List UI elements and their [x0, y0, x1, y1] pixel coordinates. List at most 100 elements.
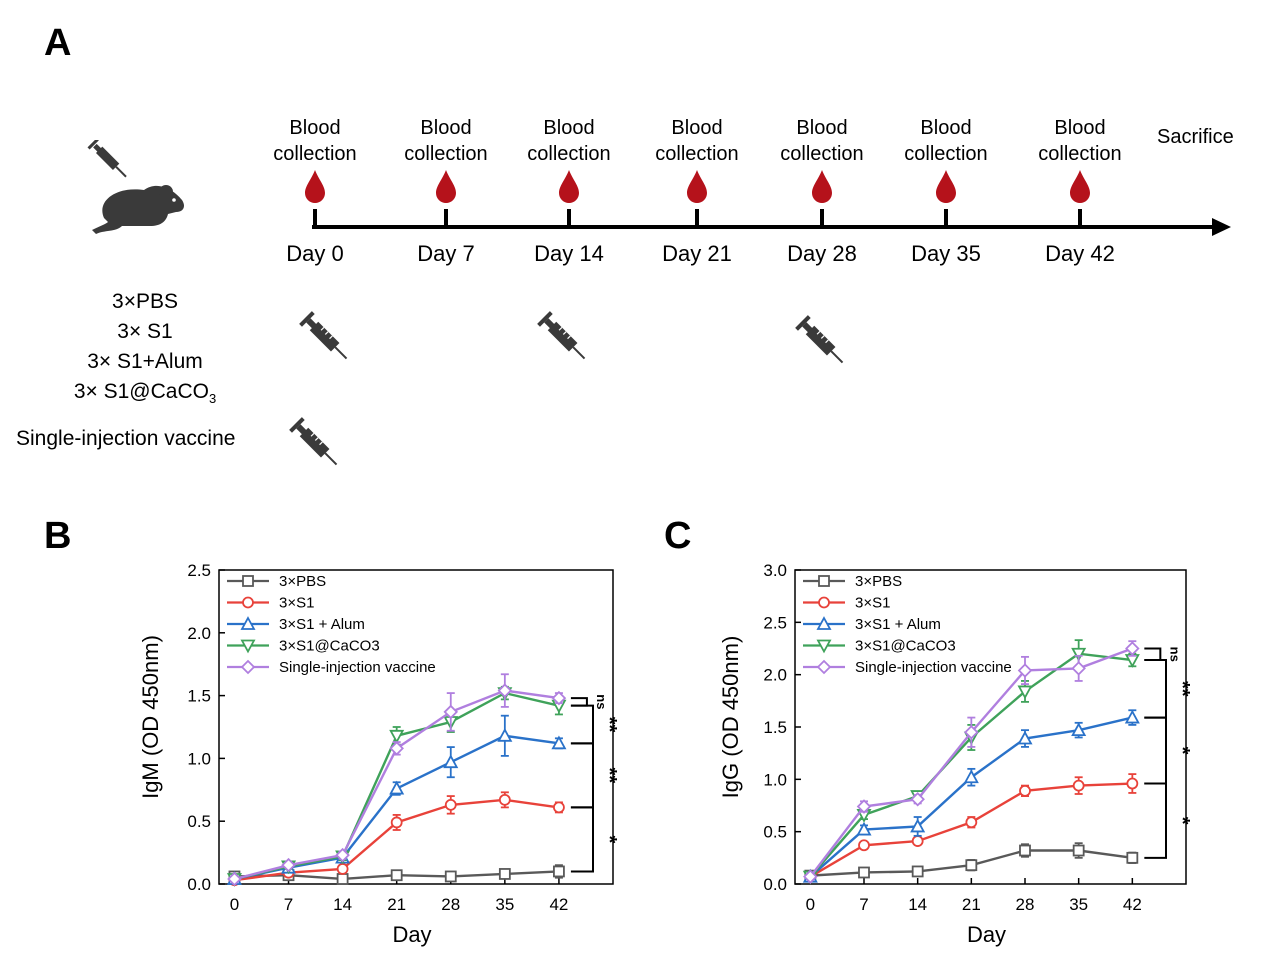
sacrifice-label: Sacrifice [1157, 126, 1234, 148]
significance-label: * [1171, 747, 1193, 755]
data-point [803, 869, 818, 884]
syringe-icon [289, 417, 338, 466]
data-point [551, 690, 567, 706]
legend-marker [816, 639, 832, 654]
data-point [1071, 647, 1087, 662]
legend-label: 3×PBS [279, 573, 326, 590]
data-point [335, 847, 350, 863]
significance-label: ** [598, 768, 620, 784]
data-point [498, 793, 511, 806]
panel-label-a: A [44, 22, 72, 64]
blood-drop-icon [812, 170, 832, 203]
blood-collection-label: Blood collection [527, 117, 611, 165]
x-tick-label: 42 [1123, 895, 1142, 914]
legend-label: Single-injection vaccine [279, 659, 436, 676]
x-tick-label: 0 [230, 895, 239, 914]
x-tick-label: 21 [387, 895, 406, 914]
data-point [856, 821, 872, 836]
data-point [1072, 844, 1085, 857]
bracket-line [570, 704, 594, 745]
legend-marker [240, 616, 256, 630]
series-line [234, 734, 560, 881]
panel-label-c: C [664, 515, 692, 557]
blood-collection-label: Blood collection [655, 117, 739, 165]
bracket-line [1144, 782, 1167, 859]
series-line [809, 647, 1133, 878]
timeline-arrowhead [1212, 218, 1231, 236]
series-4: Single-injection vaccine [227, 659, 567, 887]
day-label: Day 42 [1045, 241, 1115, 266]
x-tick-label: 14 [908, 895, 927, 914]
data-point [389, 780, 405, 795]
legend-label: 3×S1 [279, 595, 314, 612]
data-point [910, 818, 926, 833]
data-point [444, 798, 457, 811]
blood-collection-label: Blood collection [404, 117, 488, 165]
legend-label: 3×PBS [855, 573, 902, 590]
data-point [389, 729, 405, 744]
data-point [858, 866, 870, 879]
data-point [1126, 777, 1139, 790]
y-tick-label: 2.0 [187, 624, 211, 643]
x-tick-label: 35 [1069, 895, 1088, 914]
bracket-line [570, 697, 588, 707]
data-point [1019, 844, 1031, 857]
data-point [1019, 784, 1031, 797]
blood-collection-label: Blood collection [904, 117, 988, 165]
data-point [1071, 722, 1087, 737]
syringe-icon [795, 315, 844, 364]
data-point [551, 735, 567, 750]
blood-drop-icon [559, 170, 579, 203]
data-point [443, 754, 459, 769]
line-chart-b: 0.0 0.5 1.0 1.5 2.0 2.5 0 7 14 21 28 35 42 Day IgM (OD… [138, 561, 620, 947]
data-point [1125, 641, 1140, 656]
syringe-icon [87, 140, 127, 178]
data-point [911, 865, 924, 878]
x-tick-label: 14 [333, 895, 352, 914]
significance-label: ** [1171, 681, 1193, 697]
y-tick-label: 1.0 [763, 770, 787, 789]
data-point [281, 857, 296, 873]
bracket-line [1144, 659, 1167, 719]
data-point [965, 816, 978, 829]
y-axis-label: IgG (OD 450nm) [718, 636, 743, 799]
significance-label: ns [594, 694, 609, 709]
chart-area: 0.0 0.5 1.0 1.5 2.0 2.5 0 7 14 21 28 35 42 Day IgM (OD… [138, 561, 1193, 947]
syringe-icon [299, 311, 348, 360]
blood-drop-icon [687, 170, 707, 203]
data-point [389, 741, 404, 756]
syringe-icon [537, 311, 586, 360]
legend-marker [242, 596, 254, 609]
data-point [1017, 685, 1033, 700]
blood-drop-icon [305, 170, 325, 203]
data-point [390, 869, 403, 882]
legend-marker [240, 659, 256, 675]
legend-marker [818, 596, 830, 609]
group-s1-caco3: 3× S1@CaCO3 [73, 380, 217, 407]
day-label: Day 0 [286, 241, 344, 266]
bracket-line [570, 742, 594, 809]
plot-frame [218, 569, 614, 885]
data-point [336, 873, 349, 885]
y-tick-label: 1.0 [187, 749, 211, 768]
day-label: Day 14 [534, 241, 604, 266]
group-pbs: 3×PBS [112, 290, 178, 313]
y-tick-label: 0.0 [187, 875, 211, 894]
x-axis-label: Day [967, 922, 1006, 947]
legend-marker [818, 575, 830, 587]
plot-frame [794, 569, 1187, 885]
group-single-injection: Single-injection vaccine [16, 427, 236, 450]
day-label: Day 21 [662, 241, 732, 266]
mouse-icon [87, 140, 184, 234]
legend-label: 3×S1@CaCO3 [279, 638, 380, 655]
legend-label: 3×S1 + Alum [855, 616, 941, 633]
y-tick-label: 0.0 [763, 875, 787, 894]
data-point [910, 791, 925, 807]
data-point [1072, 779, 1085, 792]
legend-marker [816, 616, 832, 630]
line-chart-c: 0.0 0.5 1.0 1.5 2.0 2.5 3.0 0 7 14 21 28 35 42 Day IgG … [718, 561, 1193, 947]
data-point [911, 835, 924, 847]
data-point [1017, 663, 1033, 678]
y-axis-label: IgM (OD 450nm) [138, 635, 163, 799]
data-point [1017, 730, 1033, 745]
